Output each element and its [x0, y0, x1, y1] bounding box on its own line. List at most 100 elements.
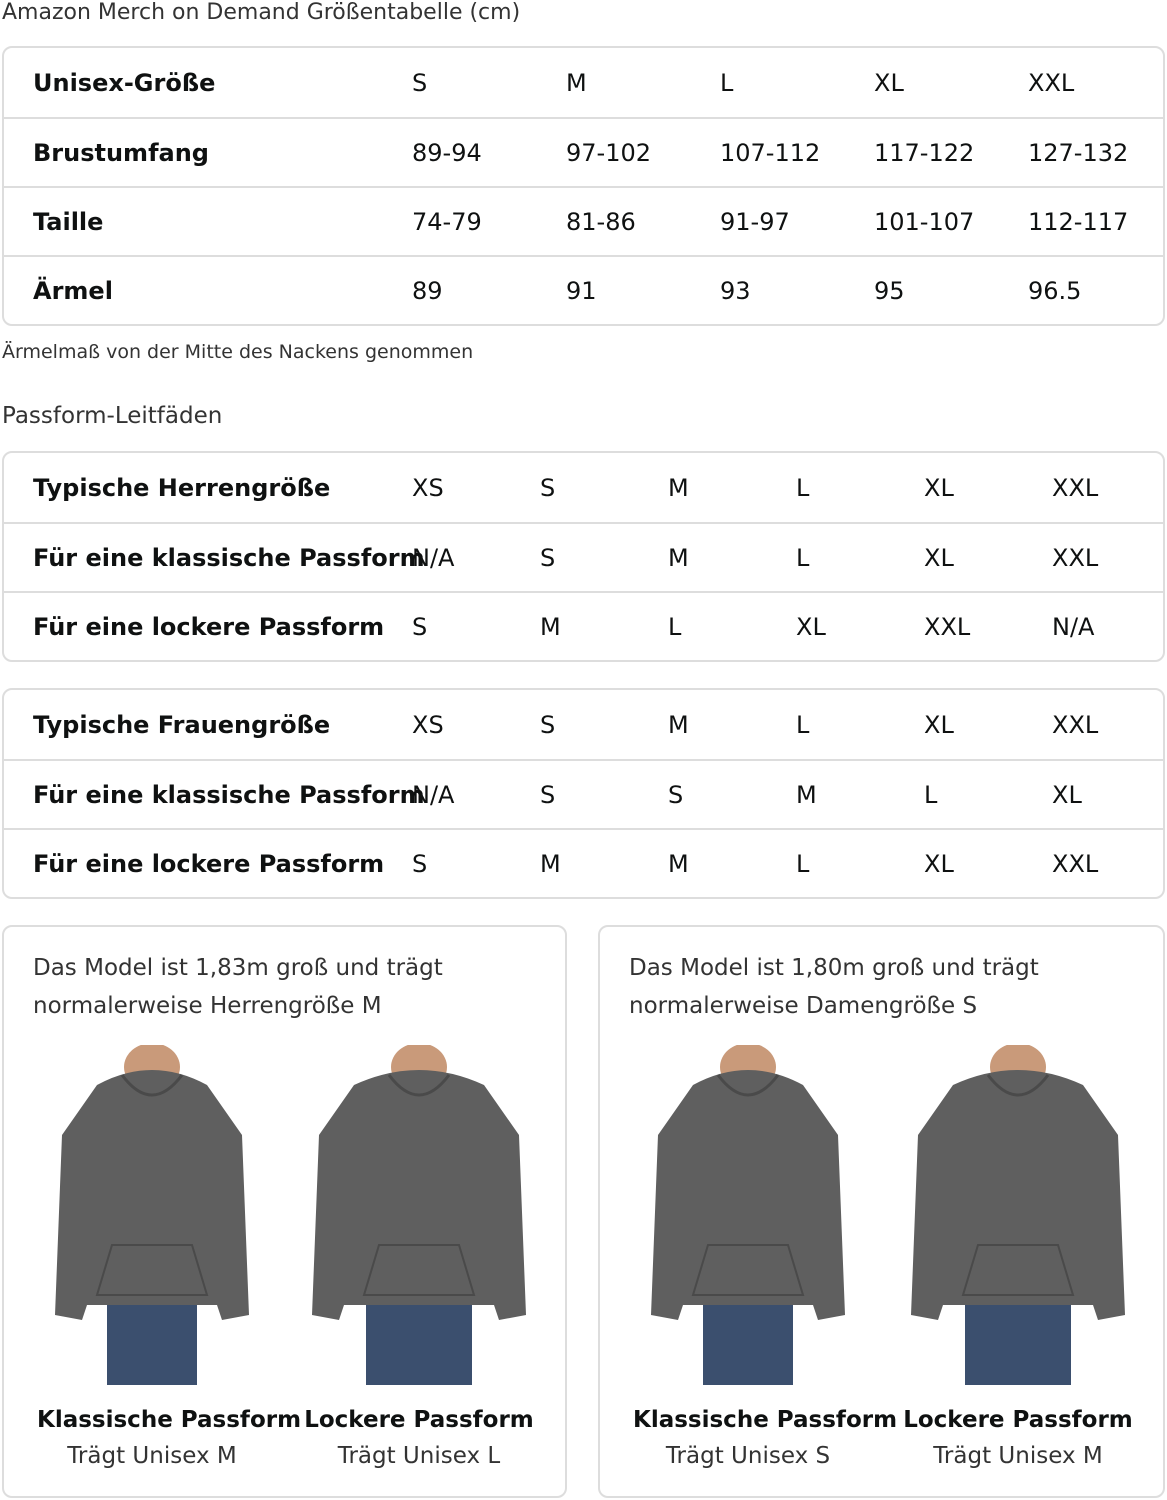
- table-cell: 89-94: [412, 138, 482, 167]
- table-cell: 101-107: [874, 207, 975, 236]
- table-cell: S: [540, 710, 556, 739]
- table-cell: L: [796, 849, 810, 878]
- table-row: Für eine lockere Passform S M L XL XXL N/A: [4, 591, 1163, 660]
- table-cell: S: [540, 543, 556, 572]
- table-cell: 117-122: [874, 138, 975, 167]
- fit-name: Lockere Passform: [304, 1407, 534, 1433]
- row-label: Unisex-Größe: [33, 68, 216, 97]
- table-cell: L: [924, 780, 938, 809]
- table-row: Brustumfang 89-94 97-102 107-112 117-122 127-…: [4, 117, 1163, 186]
- women-fit-table: Typische Frauengröße XS S M L XL XXL Für eine k…: [2, 688, 1165, 899]
- table-cell: 91: [566, 276, 597, 305]
- model-photo: [55, 1045, 249, 1385]
- table-cell: XXL: [1028, 68, 1075, 97]
- table-cell: L: [796, 710, 810, 739]
- table-cell: M: [668, 849, 689, 878]
- fit-name: Klassische Passform: [633, 1407, 898, 1433]
- table-row: Typische Frauengröße XS S M L XL XXL: [4, 690, 1163, 759]
- table-cell: 91-97: [720, 207, 790, 236]
- table-cell: M: [668, 710, 689, 739]
- table-cell: XL: [924, 543, 954, 572]
- table-cell: XXL: [1052, 473, 1099, 502]
- table-cell: M: [540, 612, 561, 641]
- worn-size: Trägt Unisex S: [665, 1443, 831, 1469]
- table-cell: M: [668, 473, 689, 502]
- table-row: Für eine klassische Passform N/A S M L XL XXL: [4, 522, 1163, 591]
- table-cell: XL: [924, 849, 954, 878]
- model-photo: [651, 1045, 845, 1385]
- table-cell: 95: [874, 276, 905, 305]
- page-title: Amazon Merch on Demand Größentabelle (cm…: [2, 0, 521, 25]
- fit-name: Lockere Passform: [903, 1407, 1133, 1433]
- table-cell: M: [796, 780, 817, 809]
- table-cell: M: [668, 543, 689, 572]
- table-cell: L: [796, 543, 810, 572]
- table-cell: N/A: [412, 780, 455, 809]
- men-model-card: Das Model ist 1,83m groß und trägt norma…: [2, 925, 567, 1498]
- table-cell: N/A: [412, 543, 455, 572]
- table-cell: S: [412, 68, 428, 97]
- fit-figure: Klassische Passform Trägt Unisex S: [633, 1045, 898, 1469]
- table-cell: M: [566, 68, 587, 97]
- row-label: Typische Herrengröße: [33, 473, 331, 502]
- table-cell: 107-112: [720, 138, 821, 167]
- table-cell: 96.5: [1028, 276, 1082, 305]
- row-label: Für eine klassische Passform: [33, 780, 425, 809]
- fit-guide-title: Passform-Leitfäden: [2, 403, 223, 429]
- fit-figure: Lockere Passform Trägt Unisex M: [903, 1045, 1133, 1469]
- table-cell: S: [668, 780, 684, 809]
- table-cell: XL: [796, 612, 826, 641]
- model-description: Das Model ist 1,83m groß und trägt norma…: [33, 955, 443, 1019]
- men-fit-table: Typische Herrengröße XS S M L XL XXL Für eine k…: [2, 451, 1165, 662]
- table-cell: 97-102: [566, 138, 652, 167]
- sleeve-note: Ärmelmaß von der Mitte des Nackens genom…: [2, 341, 474, 363]
- table-cell: XXL: [924, 612, 971, 641]
- row-label: Taille: [33, 207, 104, 236]
- table-cell: S: [540, 780, 556, 809]
- row-label: Für eine lockere Passform: [33, 612, 385, 641]
- table-row: Taille 74-79 81-86 91-97 101-107 112-117: [4, 186, 1163, 255]
- row-label: Brustumfang: [33, 138, 209, 167]
- table-cell: S: [540, 473, 556, 502]
- table-cell: XL: [924, 710, 954, 739]
- table-cell: XS: [412, 710, 444, 739]
- fit-name: Klassische Passform: [37, 1407, 302, 1433]
- table-cell: S: [412, 849, 428, 878]
- table-cell: XXL: [1052, 543, 1099, 572]
- table-cell: M: [540, 849, 561, 878]
- table-cell: XL: [1052, 780, 1082, 809]
- model-photo: [312, 1045, 526, 1385]
- table-cell: XS: [412, 473, 444, 502]
- table-cell: 89: [412, 276, 443, 305]
- worn-size: Trägt Unisex M: [67, 1443, 237, 1469]
- model-photo: [911, 1045, 1125, 1385]
- row-label: Für eine klassische Passform: [33, 543, 425, 572]
- table-cell: N/A: [1052, 612, 1095, 641]
- table-cell: XXL: [1052, 710, 1099, 739]
- table-row: Typische Herrengröße XS S M L XL XXL: [4, 453, 1163, 522]
- table-cell: L: [720, 68, 734, 97]
- table-cell: XXL: [1052, 849, 1099, 878]
- table-cell: L: [796, 473, 810, 502]
- row-label: Ärmel: [33, 276, 113, 305]
- fit-figure: Lockere Passform Trägt Unisex L: [304, 1045, 534, 1469]
- model-description: Das Model ist 1,80m groß und trägt norma…: [629, 955, 1039, 1019]
- table-cell: 81-86: [566, 207, 636, 236]
- table-cell: L: [668, 612, 682, 641]
- table-cell: 93: [720, 276, 751, 305]
- table-row: Für eine lockere Passform S M M L XL XXL: [4, 828, 1163, 897]
- table-cell: S: [412, 612, 428, 641]
- table-cell: XL: [924, 473, 954, 502]
- table-row: Ärmel 89 91 93 95 96.5: [4, 255, 1163, 324]
- table-cell: 74-79: [412, 207, 482, 236]
- worn-size: Trägt Unisex M: [933, 1443, 1103, 1469]
- table-row: Unisex-Größe S M L XL XXL: [4, 48, 1163, 117]
- table-cell: 127-132: [1028, 138, 1129, 167]
- unisex-size-table: Unisex-Größe S M L XL XXL Brustumfang 89-94 97-1…: [2, 46, 1165, 326]
- fit-figure: Klassische Passform Trägt Unisex M: [37, 1045, 302, 1469]
- row-label: Typische Frauengröße: [33, 710, 331, 739]
- table-cell: XL: [874, 68, 904, 97]
- table-row: Für eine klassische Passform N/A S S M L XL: [4, 759, 1163, 828]
- women-model-card: Das Model ist 1,80m groß und trägt norma…: [598, 925, 1165, 1498]
- worn-size: Trägt Unisex L: [337, 1443, 501, 1469]
